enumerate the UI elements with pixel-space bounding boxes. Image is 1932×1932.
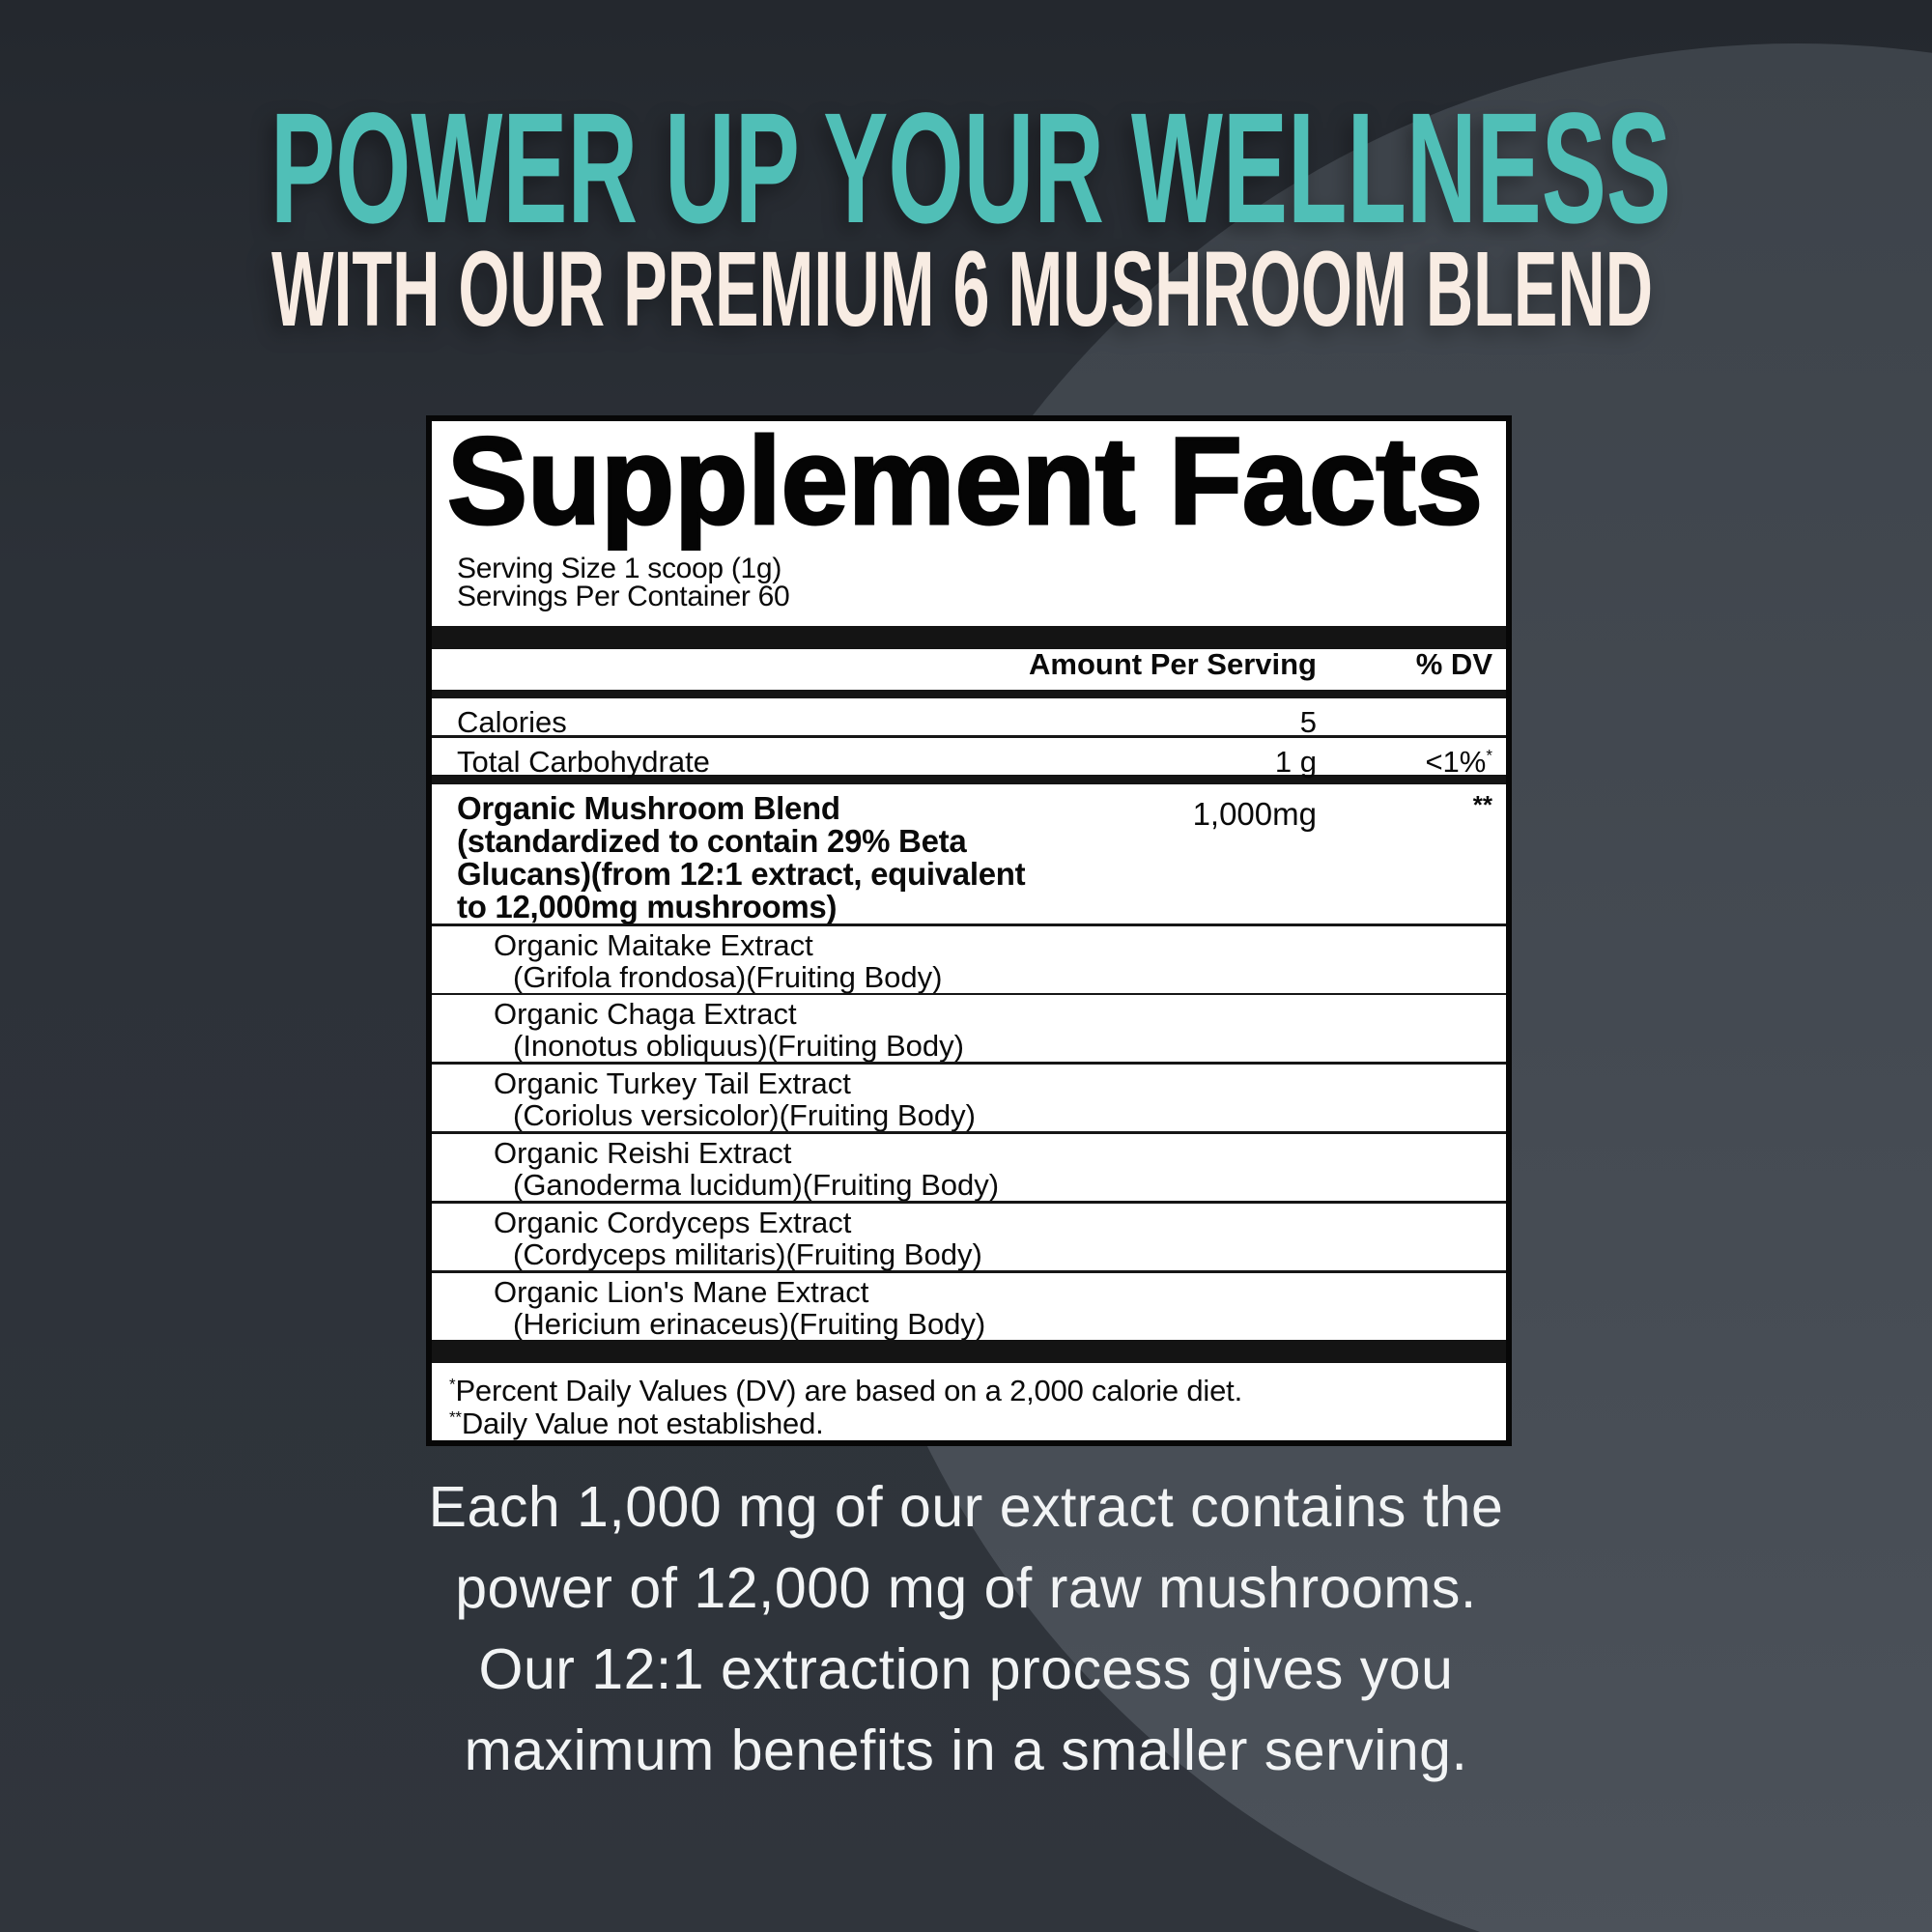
description-line: Each 1,000 mg of our extract contains th…: [428, 1475, 1504, 1539]
supplement-facts-title-wrap: Supplement Facts: [432, 421, 1506, 554]
blend-dv-asterisks: **: [1472, 789, 1492, 819]
ingredient-row-turkey-tail: Organic Turkey Tail Extract (Coriolus ve…: [432, 1065, 1506, 1131]
footnotes: *Percent Daily Values (DV) are based on …: [449, 1375, 1506, 1440]
calories-amount: 5: [1299, 704, 1317, 739]
ingredient-row-maitake: Organic Maitake Extract (Grifola frondos…: [432, 926, 1506, 993]
supplement-facts-title-svg: Supplement Facts: [446, 421, 1485, 553]
ingredient-name: Organic Lion's Mane Extract: [494, 1274, 869, 1309]
separator-bar-top: [432, 626, 1506, 650]
column-header-dv: % DV: [1415, 647, 1492, 682]
ingredient-name: Organic Maitake Extract: [494, 927, 813, 962]
servings-per-container: Servings Per Container 60: [457, 581, 790, 612]
ingredient-row-chaga: Organic Chaga Extract (Inonotus obliquus…: [432, 995, 1506, 1062]
mushroom-blend-row: Organic Mushroom Blend (standardized to …: [432, 784, 1506, 923]
footnote-asterisk: **: [449, 1407, 462, 1427]
divider: [432, 1062, 1506, 1065]
ingredient-latin: (Coriolus versicolor)(Fruiting Body): [513, 1098, 976, 1133]
ingredient-latin: (Grifola frondosa)(Fruiting Body): [513, 959, 943, 994]
divider: [432, 1131, 1506, 1135]
headline-title: POWER UP YOUR WELLNESS: [270, 79, 1671, 256]
carbohydrate-amount: 1 g: [1274, 745, 1317, 780]
ingredient-latin: (Cordyceps militaris)(Fruiting Body): [513, 1236, 982, 1271]
ingredient-row-reishi: Organic Reishi Extract (Ganoderma lucidu…: [432, 1134, 1506, 1201]
ingredient-row-lions-mane: Organic Lion's Mane Extract (Hericium er…: [432, 1273, 1506, 1340]
blend-name-line: (standardized to contain 29% Beta: [457, 822, 967, 859]
divider: [432, 735, 1506, 739]
carbohydrate-dv-asterisk: *: [1486, 746, 1492, 765]
separator-bar-header: [432, 690, 1506, 698]
column-header-row: Amount Per Serving % DV: [432, 647, 1506, 690]
carbohydrate-row: Total Carbohydrate 1 g <1%*: [432, 738, 1506, 779]
ingredient-name: Organic Chaga Extract: [494, 997, 797, 1032]
description-line: power of 12,000 mg of raw mushrooms.: [455, 1556, 1477, 1620]
ingredient-name: Organic Cordyceps Extract: [494, 1205, 852, 1239]
divider: [432, 1201, 1506, 1204]
divider: [432, 1269, 1506, 1273]
footnote-asterisk: *: [449, 1375, 456, 1394]
carbohydrate-dv: <1%*: [1425, 745, 1492, 780]
calories-row: Calories 5: [432, 698, 1506, 739]
separator-bar-bottom: [432, 1339, 1506, 1364]
calories-label: Calories: [457, 704, 567, 739]
ingredient-latin: (Inonotus obliquus)(Fruiting Body): [513, 1029, 964, 1064]
description-line: maximum benefits in a smaller serving.: [464, 1719, 1468, 1782]
supplement-facts-panel: Supplement Facts Serving Size 1 scoop (1…: [426, 415, 1512, 1446]
supplement-facts-title: Supplement Facts: [447, 421, 1483, 551]
headline-subtitle: WITH OUR PREMIUM 6 MUSHROOM BLEND: [271, 230, 1653, 349]
blend-name-line: Organic Mushroom Blend: [457, 789, 840, 826]
ingredient-row-cordyceps: Organic Cordyceps Extract (Cordyceps mil…: [432, 1204, 1506, 1270]
divider: [432, 992, 1506, 996]
carbohydrate-label: Total Carbohydrate: [457, 745, 710, 780]
column-header-amount: Amount Per Serving: [1029, 647, 1317, 682]
footnote-text: Daily Value not established.: [461, 1406, 824, 1441]
blend-name-line: to 12,000mg mushrooms): [457, 888, 838, 924]
ingredient-latin: (Ganoderma lucidum)(Fruiting Body): [513, 1168, 1000, 1203]
ingredient-latin: (Hericium erinaceus)(Fruiting Body): [513, 1306, 986, 1341]
ingredient-name: Organic Turkey Tail Extract: [494, 1066, 851, 1101]
description-line: Our 12:1 extraction process gives you: [478, 1637, 1454, 1701]
carbohydrate-dv-value: <1%: [1425, 745, 1487, 780]
blend-amount: 1,000mg: [1192, 795, 1317, 832]
headline-block: POWER UP YOUR WELLNESS WITH OUR PREMIUM …: [270, 79, 1671, 349]
serving-size: Serving Size 1 scoop (1g): [457, 553, 782, 584]
blend-name-line: Glucans)(from 12:1 extract, equivalent: [457, 855, 1026, 892]
ingredient-name: Organic Reishi Extract: [494, 1136, 792, 1171]
divider: [432, 923, 1506, 926]
footnote-dv: *Percent Daily Values (DV) are based on …: [449, 1375, 1506, 1407]
description-paragraph: Each 1,000 mg of our extract contains th…: [0, 1466, 1932, 1791]
separator-bar-blend: [432, 775, 1506, 784]
footnote-text: Percent Daily Values (DV) are based on a…: [455, 1374, 1242, 1408]
footnote-not-established: **Daily Value not established.: [449, 1407, 1506, 1440]
